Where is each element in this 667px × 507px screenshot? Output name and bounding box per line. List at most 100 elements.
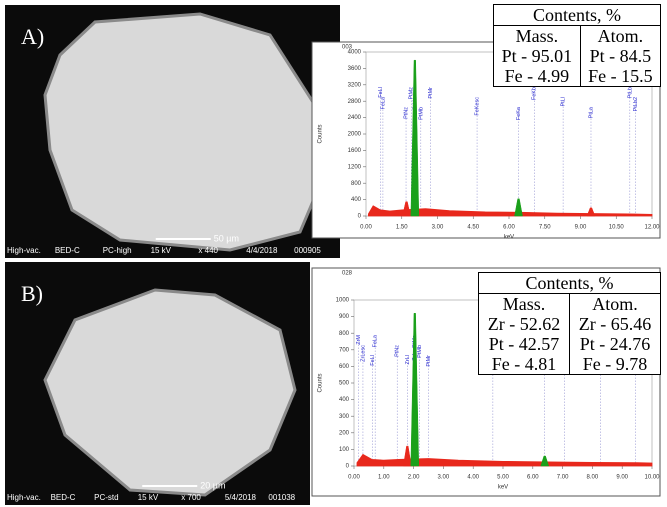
particle [45,14,322,250]
table-cell: Fe - 15.5 [580,66,660,86]
y-tick-label: 100 [339,447,350,453]
y-axis-label: Counts [318,124,324,143]
y-tick-label: 2000 [348,132,362,138]
marker-label: PtLb2 [633,97,639,111]
sem-info: BED-C [51,493,76,502]
x-tick-label: 5.00 [497,475,509,481]
column-header: Mass. [494,26,580,47]
x-tick-label: 3.00 [438,475,450,481]
table-cell: Fe - 9.78 [570,354,661,374]
x-tick-label: 9.00 [575,225,587,231]
header-row: Mass.Atom. [494,26,660,47]
sem-info: BED-C [55,246,80,255]
marker-label: ZrM [356,335,362,345]
y-tick-label: 500 [339,381,350,387]
x-tick-label: 12.00 [644,225,660,231]
x-axis-label: keV [504,235,514,241]
marker-label: PtMr [428,87,434,99]
sem-info: x 440 [198,246,218,255]
y-tick-label: 300 [339,414,350,420]
scale-bar-label: 50 µm [214,233,239,243]
x-tick-label: 10.50 [609,225,625,231]
table-cell: Pt - 95.01 [494,46,580,66]
sem-info: High-vac. [7,493,41,502]
table: Contents, %Mass.Atom.Zr - 52.62Zr - 65.4… [479,273,660,374]
table-cell: Pt - 42.57 [479,334,570,354]
panel-label: A) [21,24,44,49]
x-tick-label: 2.00 [408,475,420,481]
marker-label: PtLb [627,87,633,98]
y-tick-label: 3200 [348,82,362,88]
marker-label: FeKb [532,87,538,100]
x-tick-label: 8.00 [587,475,599,481]
header-row: Mass.Atom. [479,294,660,315]
table-row: Pt - 95.01Pt - 84.5 [494,46,660,66]
sem-info: 15 kV [138,493,159,502]
title-row: Contents, % [494,5,660,26]
marker-label: FeLa [373,334,379,347]
title-row: Contents, % [479,273,660,294]
x-axis-label: keV [498,485,508,491]
y-tick-label: 900 [339,314,350,320]
x-tick-label: 0.00 [348,475,360,481]
y-tick-label: 700 [339,347,350,353]
marker-label: PtLl [561,97,567,106]
y-axis-label: Counts [318,373,324,392]
y-tick-label: 2800 [348,99,362,105]
table-title: Contents, % [494,5,660,26]
y-tick-label: 400 [351,197,362,203]
x-tick-label: 9.00 [616,475,628,481]
y-tick-label: 800 [351,181,362,187]
x-tick-label: 4.50 [467,225,479,231]
x-tick-label: 7.50 [539,225,551,231]
x-tick-label: 7.00 [557,475,569,481]
x-tick-label: 4.00 [467,475,479,481]
y-tick-label: 200 [339,430,350,436]
marker-label: PtMb [418,107,424,120]
y-tick-label: 800 [339,331,350,337]
y-tick-label: 400 [339,397,350,403]
sem-info: x 700 [181,493,201,502]
marker-label: FeLa [380,96,386,109]
y-tick-label: 4000 [348,50,362,56]
marker-label: PtNz [403,107,409,119]
panel-label: B) [21,281,43,306]
table-cell: Fe - 4.81 [479,354,570,374]
sem-info: 4/4/2018 [246,246,278,255]
table-cell: Fe - 4.99 [494,66,580,86]
x-tick-label: 10.00 [644,475,660,481]
y-tick-label: 1600 [348,148,362,154]
scale-bar-label: 20 µm [200,480,225,490]
marker-label: PtMr [426,355,432,367]
x-tick-label: 3.00 [432,225,444,231]
x-tick-label: 6.00 [527,475,539,481]
x-tick-label: 1.50 [396,225,408,231]
y-tick-label: 1000 [336,298,350,304]
y-tick-label: 1200 [348,164,362,170]
sem-info: 001038 [268,493,295,502]
x-tick-label: 6.00 [503,225,515,231]
marker-label: FeKa [516,106,522,120]
table-cell: Pt - 24.76 [570,334,661,354]
column-header: Atom. [570,294,661,315]
x-tick-label: 0.00 [360,225,372,231]
marker-label: FeKesc [475,97,481,116]
sem-info: 5/4/2018 [225,493,257,502]
marker-label: PtNz [395,345,401,357]
marker-label: PtMb [417,345,423,358]
x-tick-label: 1.00 [378,475,390,481]
sem-info: High-vac. [7,246,41,255]
table-cell: Pt - 84.5 [580,46,660,66]
sem-info: 000905 [294,246,321,255]
marker-label: FeLl [378,87,384,98]
table-cell: Zr - 52.62 [479,314,570,334]
sem-info: PC-std [94,493,118,502]
marker-label: ZrLl [405,355,411,364]
marker-label: PtLa [588,106,594,118]
